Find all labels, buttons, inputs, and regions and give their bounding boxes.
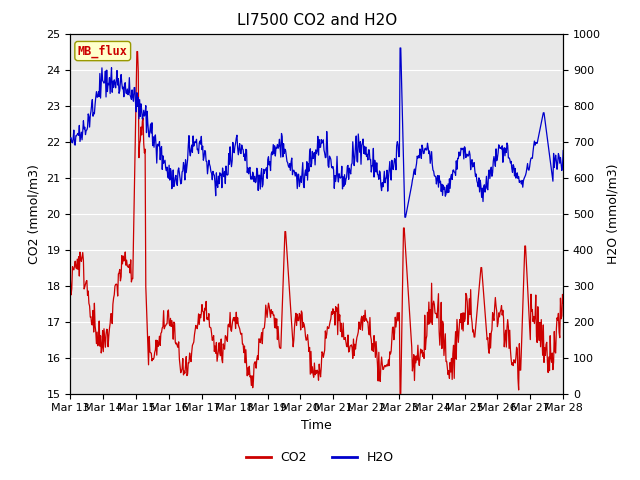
Text: MB_flux: MB_flux xyxy=(78,44,127,58)
Title: LI7500 CO2 and H2O: LI7500 CO2 and H2O xyxy=(237,13,397,28)
X-axis label: Time: Time xyxy=(301,419,332,432)
Y-axis label: CO2 (mmol/m3): CO2 (mmol/m3) xyxy=(28,164,41,264)
Legend: CO2, H2O: CO2, H2O xyxy=(241,446,399,469)
Y-axis label: H2O (mmol/m3): H2O (mmol/m3) xyxy=(607,163,620,264)
